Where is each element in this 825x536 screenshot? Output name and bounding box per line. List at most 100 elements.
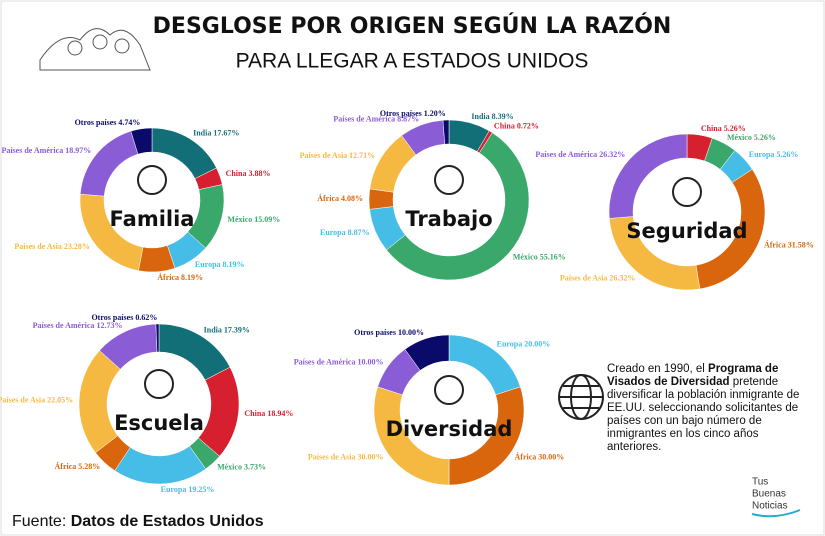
segment-label: Países de Asia 12.71%	[300, 151, 376, 160]
segment-category: México	[227, 215, 252, 224]
segment-category: Europa	[497, 339, 523, 348]
logo-line: Noticias	[752, 501, 788, 512]
segment-value: 26.32%	[609, 273, 635, 282]
chart-title: Escuela	[114, 411, 204, 435]
source-label: Fuente:	[12, 513, 67, 530]
donut-segment	[442, 119, 450, 145]
segment-category: Otros países	[354, 328, 396, 337]
globe-icon	[558, 374, 604, 420]
segment-value: 22.05%	[47, 395, 73, 404]
segment-label: Otros países 1.20%	[380, 109, 446, 118]
segment-label: África 5.28%	[55, 461, 101, 471]
donut-segment	[155, 323, 160, 353]
title: DESGLOSE POR ORIGEN SEGÚN LA RAZÓN	[153, 13, 672, 39]
segment-category: África	[157, 272, 179, 282]
segment-category: Otros países	[380, 109, 422, 118]
segment-label: China 3.88%	[226, 169, 271, 178]
segment-category: India	[204, 325, 222, 334]
segment-value: 5.26%	[754, 133, 776, 142]
segment-category: India	[193, 129, 211, 138]
segment-label: China 5.26%	[701, 124, 746, 133]
segment-label: México 55.16%	[513, 252, 566, 261]
segment-category: Países de América	[33, 321, 95, 330]
segment-label: China 0.72%	[494, 122, 539, 131]
segment-value: 8.19%	[181, 273, 203, 282]
segment-label: África 8.19%	[157, 272, 203, 282]
segment-category: México	[217, 462, 242, 471]
segment-value: 55.16%	[540, 252, 566, 261]
subtitle: PARA LLEGAR A ESTADOS UNIDOS	[236, 50, 589, 73]
segment-category: África	[515, 451, 537, 461]
segment-label: México 15.09%	[227, 215, 280, 224]
segment-value: 5.26%	[776, 150, 798, 159]
center-icon	[144, 369, 174, 399]
segment-value: 10.00%	[398, 328, 424, 337]
segment-value: 17.67%	[213, 129, 239, 138]
note-text: pretende diversificar la población inmig…	[607, 376, 800, 453]
center-icon	[672, 177, 702, 207]
logo-line: Buenas	[752, 489, 786, 500]
segment-category: México	[513, 252, 538, 261]
donut-segment	[130, 127, 153, 155]
note-bold: Programa de Visados de Diversidad	[607, 363, 779, 388]
chart-title: Seguridad	[626, 219, 747, 243]
segment-category: México	[727, 133, 752, 142]
source-text: Datos de Estados Unidos	[70, 513, 264, 530]
segment-category: Países de América	[535, 150, 597, 159]
segment-label: México 3.73%	[217, 462, 266, 471]
segment-label: India 8.39%	[471, 112, 513, 121]
segment-category: Países de América	[294, 357, 356, 366]
segment-category: Europa	[195, 260, 221, 269]
segment-label: Europa 5.26%	[749, 150, 799, 159]
segment-label: Otros países 0.62%	[91, 313, 157, 322]
segment-category: África	[764, 240, 786, 250]
segment-category: India	[471, 112, 489, 121]
segment-label: India 17.39%	[204, 325, 250, 334]
segment-label: África 4.08%	[317, 193, 363, 203]
segment-value: 8.39%	[492, 112, 514, 121]
segment-value: 8.87%	[348, 228, 370, 237]
segment-value: 31.58%	[788, 241, 814, 250]
chart-title: Diversidad	[386, 417, 513, 441]
center-icon	[137, 165, 167, 195]
segment-label: África 31.58%	[764, 240, 814, 250]
segment-value: 18.97%	[65, 146, 91, 155]
segment-category: China	[226, 169, 247, 178]
segment-category: Países de Asia	[300, 151, 348, 160]
segment-value: 0.62%	[135, 313, 157, 322]
segment-label: Países de Asia 26.32%	[560, 273, 636, 282]
segment-category: Europa	[161, 485, 187, 494]
note: Creado en 1990, el Programa de Visados d…	[607, 363, 815, 454]
segment-value: 23.28%	[64, 242, 90, 251]
donut-segment	[386, 132, 530, 281]
center-icon	[434, 375, 464, 405]
segment-category: Otros países	[75, 118, 117, 127]
segment-category: China	[701, 124, 722, 133]
segment-label: China 18.94%	[244, 409, 293, 418]
logo-line: Tus	[752, 477, 768, 488]
segment-label: Europa 8.87%	[320, 228, 370, 237]
segment-value: 26.32%	[599, 150, 625, 159]
note-text: Creado en 1990, el	[607, 363, 705, 375]
logo-swoosh	[751, 509, 801, 518]
segment-value: 20.00%	[524, 339, 550, 348]
segment-label: México 5.26%	[727, 133, 776, 142]
segment-label: India 17.67%	[193, 129, 239, 138]
segment-value: 3.73%	[244, 462, 266, 471]
segment-category: África	[55, 461, 77, 471]
segment-label: África 30.00%	[515, 451, 565, 461]
segment-category: África	[317, 193, 339, 203]
segment-label: Países de América 8.87%	[333, 114, 419, 123]
segment-category: Países de América	[1, 146, 63, 155]
segment-value: 5.26%	[724, 124, 746, 133]
segment-label: Europa 20.00%	[497, 339, 551, 348]
segment-value: 12.71%	[349, 151, 375, 160]
segment-label: Países de América 12.73%	[33, 321, 123, 330]
source: Fuente: Datos de Estados Unidos	[12, 513, 264, 531]
donut-segment	[404, 334, 450, 371]
segment-category: Países de Asia	[0, 395, 45, 404]
segment-label: Europa 19.25%	[161, 485, 215, 494]
monument-sketch	[39, 28, 151, 71]
segment-value: 5.28%	[78, 462, 100, 471]
